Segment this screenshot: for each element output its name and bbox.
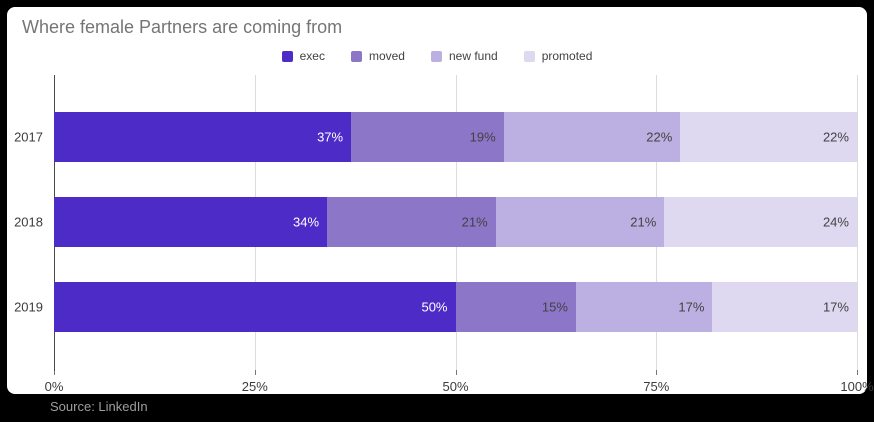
x-tick-mark-50 <box>455 370 457 375</box>
plot-area: 0% 25% 50% 75% 100% 2017 37% 19% 22% 22% 2018 34% 21… <box>14 75 874 394</box>
bar-row-2017: 2017 37% 19% 22% 22% <box>14 112 857 162</box>
bar-value-label: 17% <box>822 299 849 315</box>
bar-segment-2017-new-fund: 22% <box>503 112 681 162</box>
x-axis-label-100: 100% <box>840 379 874 394</box>
bar-segment-2017-exec: 37% <box>54 112 352 162</box>
category-label-2019: 2019 <box>14 299 43 315</box>
legend-swatch-promoted-icon <box>523 50 535 62</box>
gridline-100 <box>857 75 858 370</box>
bar-segment-2017-moved: 19% <box>351 112 504 162</box>
chart-legend: exec moved new fund promoted <box>7 49 867 63</box>
category-label-2017: 2017 <box>14 129 43 145</box>
legend-swatch-moved-icon <box>350 50 362 62</box>
bar-value-label: 21% <box>461 214 488 230</box>
bar-segment-2019-moved: 15% <box>455 282 576 332</box>
legend-swatch-new-fund-icon <box>430 50 442 62</box>
legend-label: moved <box>368 49 405 63</box>
bar-value-label: 15% <box>541 299 568 315</box>
legend-label: exec <box>299 49 325 63</box>
bar-segment-2018-exec: 34% <box>54 197 328 247</box>
bar-value-label: 24% <box>822 214 849 230</box>
legend-swatch-exec-icon <box>281 50 293 62</box>
bar-value-label: 17% <box>678 299 705 315</box>
legend-label: new fund <box>448 49 498 63</box>
legend-item-new-fund: new fund <box>430 49 498 63</box>
x-axis-label-50: 50% <box>442 379 469 394</box>
legend-label: promoted <box>541 49 593 63</box>
category-label-2018: 2018 <box>14 214 43 230</box>
bar-segment-2019-promoted: 17% <box>712 282 857 332</box>
x-tick-mark-25 <box>254 370 256 375</box>
bar-value-label: 50% <box>421 299 448 315</box>
x-tick-mark-0 <box>54 370 55 375</box>
source-caption: Source: LinkedIn <box>50 399 148 414</box>
bar-value-label: 37% <box>317 129 344 145</box>
bar-value-label: 22% <box>822 129 849 145</box>
bar-row-2019: 2019 50% 15% 17% 17% <box>14 282 857 332</box>
x-tick-mark-100 <box>857 370 858 375</box>
x-axis-label-0: 0% <box>44 379 64 394</box>
chart-card: Where female Partners are coming from ex… <box>7 7 874 394</box>
x-axis-label-25: 25% <box>241 379 268 394</box>
bar-value-label: 21% <box>630 214 657 230</box>
bar-segment-2018-moved: 21% <box>327 197 496 247</box>
bar-row-2018: 2018 34% 21% 21% 24% <box>14 197 857 247</box>
bar-segment-2019-exec: 50% <box>54 282 456 332</box>
bar-segment-2017-promoted: 22% <box>680 112 857 162</box>
x-axis-label-75: 75% <box>643 379 670 394</box>
bar-value-label: 19% <box>469 129 496 145</box>
bar-segment-2018-promoted: 24% <box>664 197 857 247</box>
legend-item-promoted: promoted <box>523 49 593 63</box>
legend-item-exec: exec <box>281 49 325 63</box>
bar-value-label: 34% <box>292 214 320 230</box>
chart-title: Where female Partners are coming from <box>22 17 343 37</box>
legend-item-moved: moved <box>350 49 405 63</box>
bar-segment-2019-new-fund: 17% <box>575 282 713 332</box>
x-tick-mark-75 <box>656 370 658 375</box>
bar-value-label: 22% <box>646 129 673 145</box>
bar-segment-2018-new-fund: 21% <box>495 197 665 247</box>
